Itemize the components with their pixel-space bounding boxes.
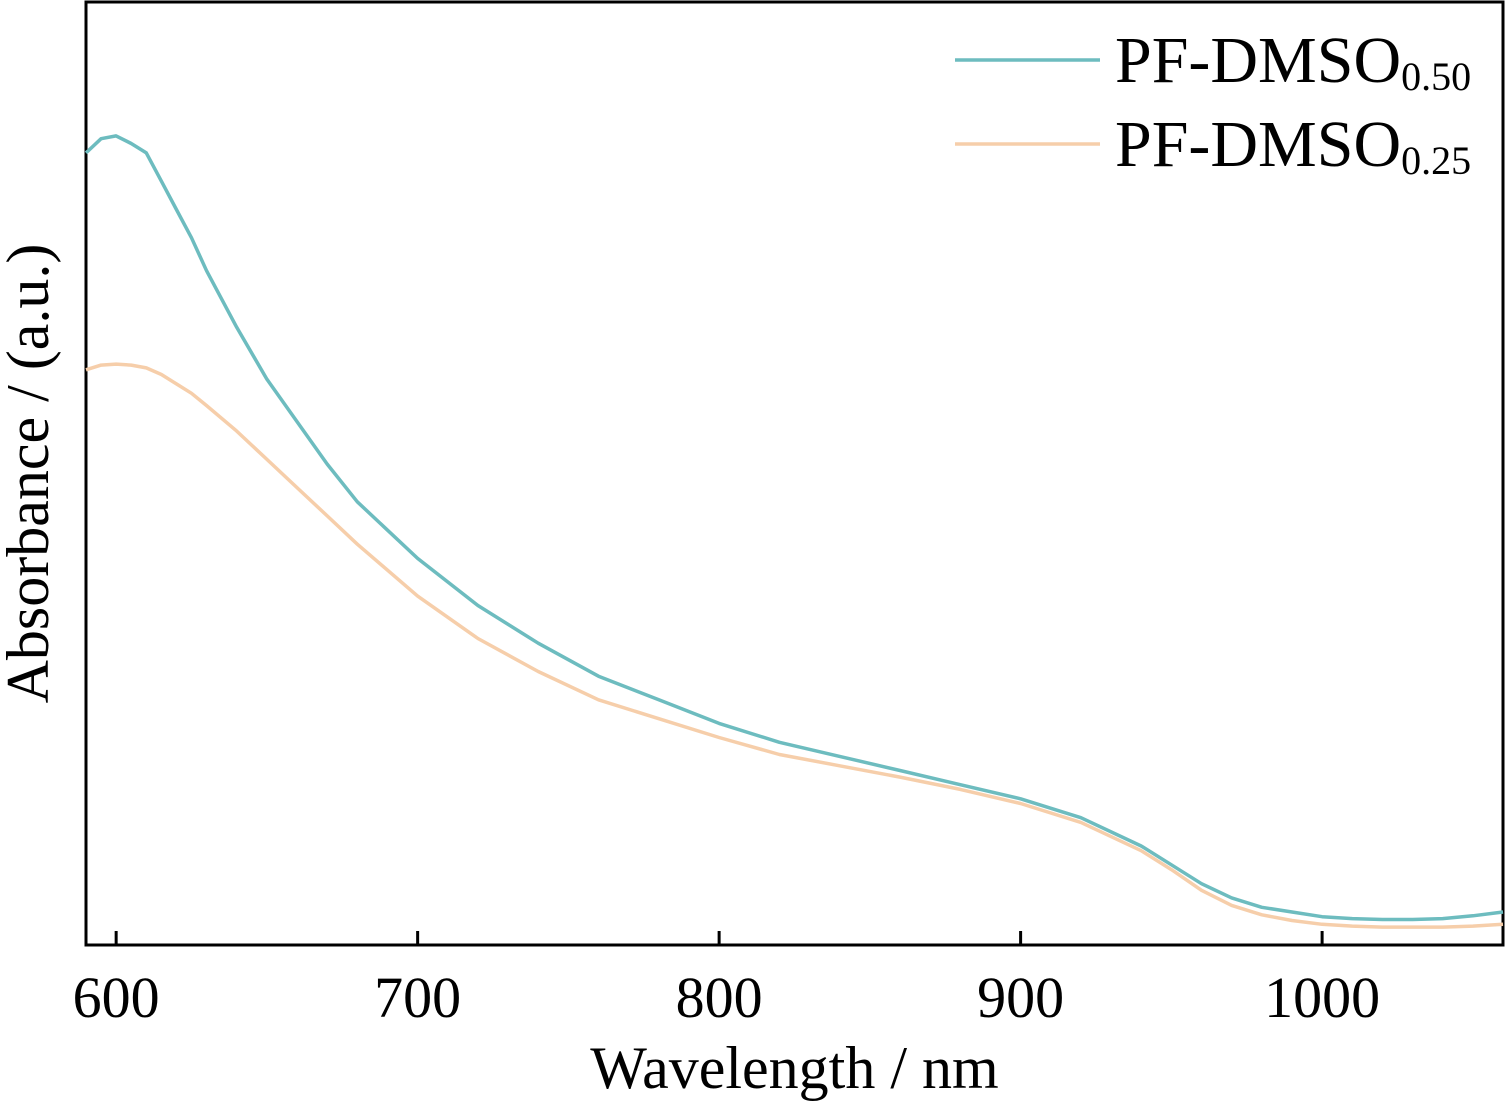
- series-line-2: [85, 362, 1504, 929]
- series-layer: [84, 134, 1504, 929]
- x-ticks: 600 700 800 900 1000: [73, 931, 1380, 1030]
- x-tick-label: 900: [977, 965, 1064, 1030]
- x-axis-label: Wavelength / nm: [590, 1035, 998, 1101]
- y-axis-label: Absorbance / (a.u.): [0, 244, 61, 704]
- legend: PF-DMSO0.50 PF-DMSO0.25: [955, 24, 1471, 183]
- x-tick-label: 600: [73, 965, 160, 1030]
- legend-label-2: PF-DMSO0.25: [1115, 108, 1471, 183]
- x-tick-label: 800: [676, 965, 763, 1030]
- series-line-1: [84, 134, 1504, 922]
- plot-frame: [84, 0, 1505, 947]
- x-tick-label: 1000: [1264, 965, 1380, 1030]
- legend-label-1: PF-DMSO0.50: [1115, 24, 1471, 99]
- x-tick-label: 700: [374, 965, 461, 1030]
